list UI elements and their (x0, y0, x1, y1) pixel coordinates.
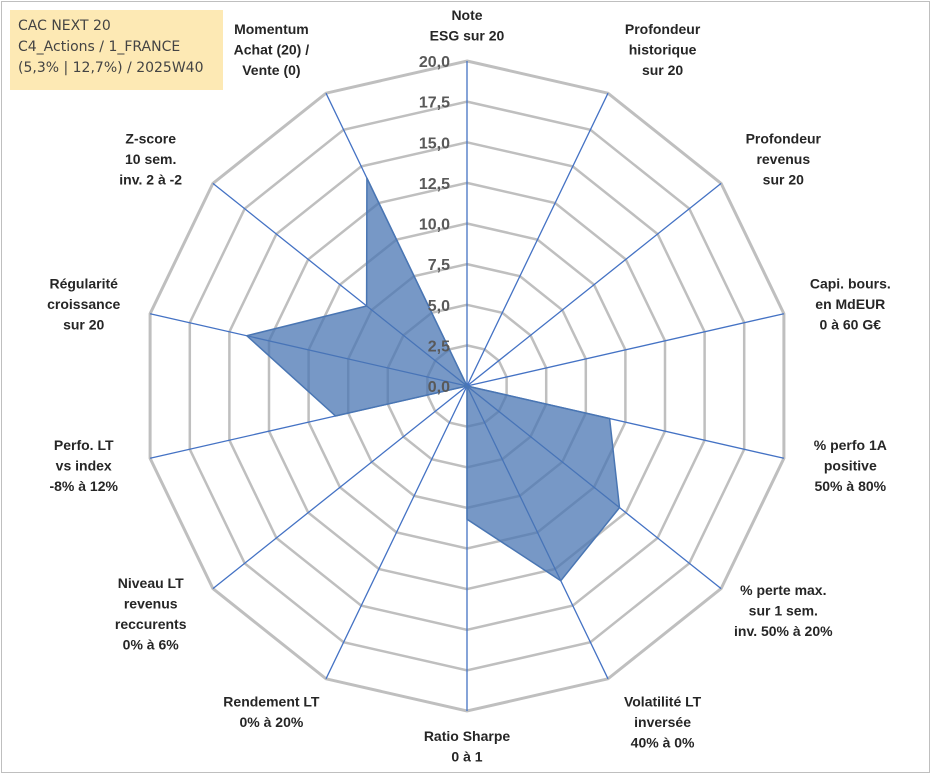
tick-label: 0,0 (428, 379, 450, 396)
tick-label: 5,0 (428, 298, 450, 315)
axis-label-line: 0% à 20% (239, 714, 303, 730)
axis-label-line: % perfo 1A (814, 437, 887, 453)
spoke-line (212, 385, 468, 590)
axis-label-line: 0 à 1 (451, 749, 482, 765)
axis-label: Capi. bours. en MdEUR 0 à 60 G€ (810, 276, 891, 333)
axis-label-line: Note (451, 7, 482, 23)
axis-label-line: inv. 50% à 20% (734, 623, 833, 639)
info-stats: (5,3% | 12,7%) / 2025W40 (18, 60, 204, 76)
axis-label-line: ESG sur 20 (430, 28, 505, 44)
spoke-line (466, 182, 722, 387)
axis-label: Niveau LT revenus reccurents 0% à 6% (115, 575, 187, 653)
axis-label-line: en MdEUR (815, 296, 885, 312)
tick-label: 2,5 (428, 338, 450, 355)
tick-label: 17,5 (419, 95, 450, 112)
axis-label: % perte max. sur 1 sem. inv. 50% à 20% (734, 582, 833, 639)
axis-label-line: 0 à 60 G€ (820, 317, 882, 333)
radar-series (246, 177, 621, 582)
tick-label: 7,5 (428, 257, 450, 274)
axis-label-line: 10 sem. (125, 151, 176, 167)
spoke-line (466, 92, 609, 387)
info-category: C4_Actions / 1_FRANCE (18, 39, 181, 55)
axis-label-line: positive (824, 457, 877, 473)
axis-label-line: 0% à 6% (123, 637, 180, 653)
tick-label: 15,0 (419, 135, 450, 152)
tick-label: 10,0 (419, 217, 450, 234)
axis-label-line: 40% à 0% (631, 735, 695, 751)
spoke-line (466, 313, 785, 387)
axis-label: Ratio Sharpe 0 à 1 (424, 728, 511, 765)
axis-label-line: vs index (56, 457, 112, 473)
axis-label-line: Capi. bours. (810, 276, 891, 292)
axis-label-line: Niveau LT (118, 575, 184, 591)
axis-label: Note ESG sur 20 (430, 7, 505, 44)
axis-label: Profondeur historique sur 20 (625, 21, 701, 78)
axis-label: Profondeur revenus sur 20 (746, 130, 822, 187)
series-area (246, 177, 621, 582)
axis-label: Momentum Achat (20) / Vente (0) (234, 21, 310, 78)
tick-label: 12,5 (419, 176, 450, 193)
axis-label-line: Volatilité LT (624, 694, 702, 710)
axis-label-line: Ratio Sharpe (424, 728, 511, 744)
axis-label-line: Momentum (234, 21, 309, 37)
axis-label-line: sur 1 sem. (749, 603, 818, 619)
axis-label-line: inv. 2 à -2 (119, 171, 182, 187)
axis-label: Régularité croissance sur 20 (47, 276, 120, 333)
axis-label-line: Achat (20) / (234, 41, 310, 57)
axis-label-line: Z-score (125, 130, 176, 146)
axis-label-line: sur 20 (763, 171, 804, 187)
axis-label-line: Vente (0) (242, 62, 300, 78)
info-index-name: CAC NEXT 20 (18, 18, 111, 34)
axis-label-line: sur 20 (642, 62, 683, 78)
axis-label: Z-score 10 sem. inv. 2 à -2 (119, 130, 182, 187)
axis-label: Volatilité LT inversée 40% à 0% (624, 694, 702, 751)
spoke-line (325, 385, 468, 680)
axis-label-line: Rendement LT (223, 694, 320, 710)
info-box: CAC NEXT 20 C4_Actions / 1_FRANCE (5,3% … (10, 10, 223, 90)
axis-label-line: revenus (124, 596, 178, 612)
axis-label-line: reccurents (115, 616, 187, 632)
axis-label: Rendement LT 0% à 20% (223, 694, 320, 731)
axis-label-line: Profondeur (625, 21, 701, 37)
axis-label-line: sur 20 (63, 317, 104, 333)
axis-label-line: historique (629, 41, 697, 57)
axis-label-line: inversée (634, 714, 691, 730)
axis-labels: Note ESG sur 20 Profondeur historique sur 20… (47, 7, 891, 765)
axis-label-line: -8% à 12% (49, 478, 118, 494)
axis-label-line: % perte max. (740, 582, 826, 598)
axis-label: Perfo. LT vs index -8% à 12% (49, 437, 118, 494)
radial-tick-labels: 0,0 2,5 5,0 7,5 10,0 12,5 15,0 17,5 20,0 (419, 54, 450, 396)
axis-label-line: croissance (47, 296, 120, 312)
axis-label: % perfo 1A positive 50% à 80% (814, 437, 887, 494)
axis-label-line: revenus (756, 151, 810, 167)
axis-label-line: Profondeur (746, 130, 822, 146)
axis-label-line: Régularité (49, 276, 118, 292)
axis-label-line: Perfo. LT (54, 437, 114, 453)
axis-label-line: 50% à 80% (814, 478, 886, 494)
tick-label: 20,0 (419, 54, 450, 71)
